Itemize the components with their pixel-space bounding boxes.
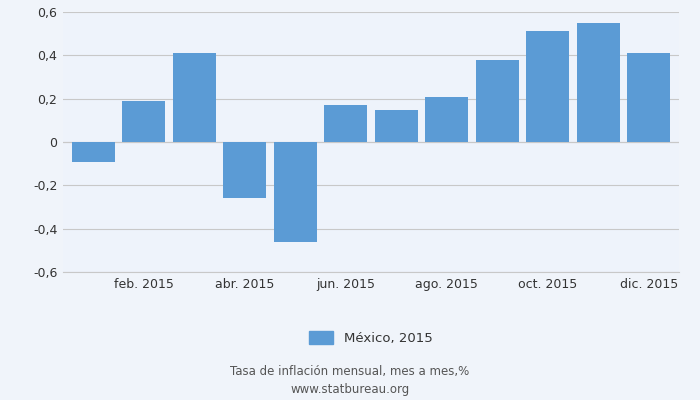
Bar	[72, 142, 115, 162]
Bar	[526, 32, 569, 142]
Bar	[223, 142, 266, 198]
Bar	[426, 96, 468, 142]
Bar	[374, 110, 418, 142]
Bar	[274, 142, 316, 242]
Bar	[173, 53, 216, 142]
Legend: México, 2015: México, 2015	[309, 330, 433, 345]
Bar	[324, 105, 368, 142]
Text: www.statbureau.org: www.statbureau.org	[290, 384, 410, 396]
Bar	[627, 53, 670, 142]
Bar	[577, 23, 620, 142]
Text: Tasa de inflación mensual, mes a mes,%: Tasa de inflación mensual, mes a mes,%	[230, 366, 470, 378]
Bar	[476, 60, 519, 142]
Bar	[122, 101, 165, 142]
